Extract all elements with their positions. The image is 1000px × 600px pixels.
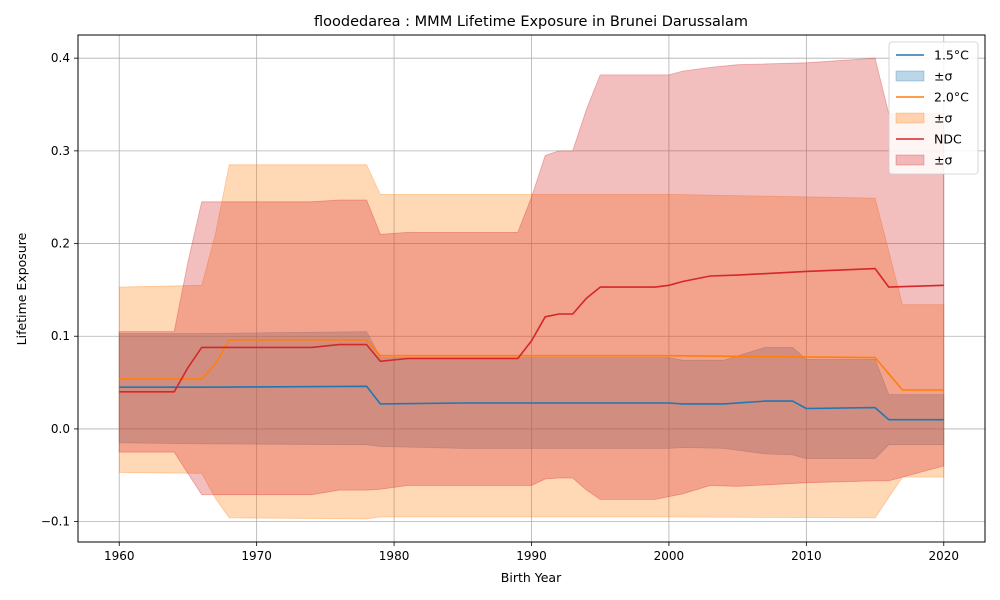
line-2-0-c bbox=[119, 339, 944, 391]
ticks: 1960 1970 1980 1990 2000 2010 2020 −0.1 0.0 0.1 0.… bbox=[41, 51, 959, 563]
grid bbox=[78, 35, 985, 542]
y-tick-label: 0.0 bbox=[51, 422, 70, 436]
legend-band-label: ±σ bbox=[934, 111, 952, 126]
band-ndc bbox=[118, 57, 945, 500]
legend-band-swatch bbox=[895, 112, 925, 124]
x-tick-label: 1960 bbox=[104, 549, 135, 563]
x-tick-label: 1990 bbox=[516, 549, 547, 563]
y-tick-label: 0.3 bbox=[51, 144, 70, 158]
legend-band-swatch bbox=[895, 70, 925, 82]
legend-label: NDC bbox=[934, 132, 962, 147]
y-tick-label: −0.1 bbox=[41, 515, 70, 529]
legend-band-swatch bbox=[895, 154, 925, 166]
band-1-5-c bbox=[118, 331, 945, 459]
x-tick-label: 2020 bbox=[928, 549, 959, 563]
y-tick-label: 0.2 bbox=[51, 237, 70, 251]
chart-title: floodedarea : MMM Lifetime Exposure in B… bbox=[314, 14, 748, 30]
lines bbox=[119, 267, 944, 421]
y-tick-label: 0.4 bbox=[51, 51, 70, 65]
x-tick-label: 2000 bbox=[654, 549, 685, 563]
legend-box bbox=[888, 41, 979, 175]
y-tick-label: 0.1 bbox=[51, 329, 70, 343]
legend-band-label: ±σ bbox=[934, 153, 952, 168]
y-axis-label: Lifetime Exposure bbox=[14, 232, 29, 345]
x-tick-label: 2010 bbox=[791, 549, 822, 563]
x-tick-label: 1980 bbox=[379, 549, 410, 563]
line-ndc bbox=[119, 267, 944, 393]
line-1-5-c bbox=[119, 385, 944, 421]
x-tick-label: 1970 bbox=[241, 549, 272, 563]
legend-label: 2.0°C bbox=[934, 90, 969, 105]
legend: 1.5°C ±σ 2.0°C ±σ NDC ±σ bbox=[888, 41, 979, 175]
legend-label: 1.5°C bbox=[934, 48, 969, 63]
legend-band-label: ±σ bbox=[934, 69, 952, 84]
x-axis-label: Birth Year bbox=[501, 570, 562, 585]
